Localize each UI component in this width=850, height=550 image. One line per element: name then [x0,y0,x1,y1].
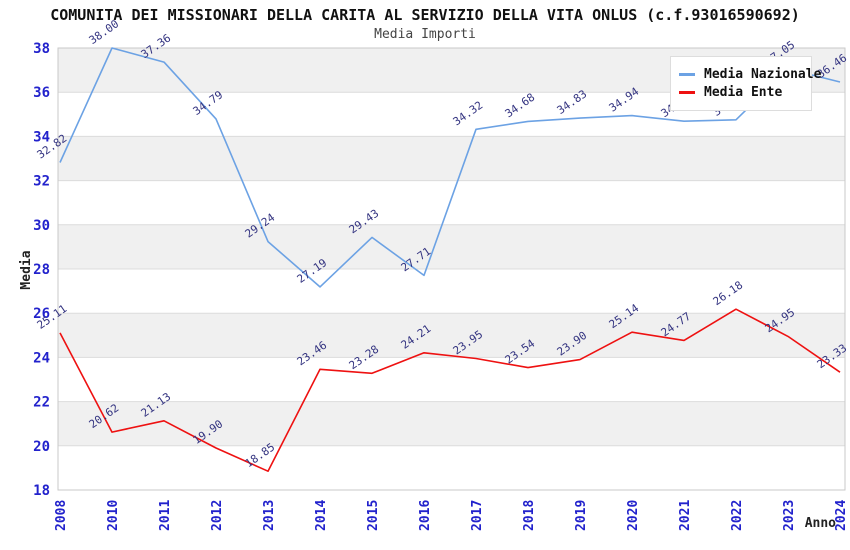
series-line-media-ente [59,308,841,473]
grid-band [58,401,845,446]
x-tick-label: 2020 [626,500,641,531]
x-axis-title: Anno [805,516,836,531]
y-tick-label: 28 [33,262,50,278]
plot-frame [57,47,846,491]
x-tick-label: 2014 [314,500,329,531]
y-tick-label: 36 [33,85,50,101]
legend-swatch-red-icon [679,91,695,94]
x-tick-label: 2015 [366,500,381,531]
data-label: 38.00 [87,17,122,47]
legend-swatch-blue-icon [679,73,695,76]
y-tick-label: 34 [33,129,50,145]
x-tick-label: 2012 [210,500,225,531]
y-tick-label: 18 [33,483,50,499]
legend-label: Media Nazionale [704,67,822,82]
series-line-media-nazionale [59,47,841,288]
y-tick-label: 30 [33,218,50,234]
x-tick-label: 2019 [574,500,589,531]
data-label: 34.32 [451,99,486,129]
y-tick-label: 32 [33,174,50,190]
x-tick-label: 2021 [678,500,693,531]
data-label: 34.68 [503,91,538,121]
legend-item-media-nazionale: Media Nazionale [679,67,821,82]
x-tick-label: 2016 [418,500,433,531]
chart-subtitle: Media Importi [374,27,476,42]
x-tick-label: 2017 [470,500,485,531]
x-tick-label: 2010 [106,500,121,531]
x-tick-label: 2013 [262,500,277,531]
y-axis-title: Media [19,250,34,289]
grid-band [58,313,845,358]
y-tick-label: 24 [33,350,50,366]
y-tick-label: 26 [33,306,50,322]
data-label: 26.18 [711,279,746,309]
x-tick-label: 2011 [158,500,173,531]
legend-label: Media Ente [704,85,783,100]
x-tick-label: 2023 [782,500,797,531]
chart-title: COMUNITA DEI MISSIONARI DELLA CARITA AL … [50,6,800,24]
legend: Media Nazionale Media Ente [670,56,821,111]
y-tick-label: 22 [33,395,50,411]
x-tick-label: 2022 [730,500,745,531]
legend-item-media-ente: Media Ente [679,85,803,100]
x-tick-label: 2024 [834,500,849,531]
grid-band [58,136,845,181]
x-tick-label: 2018 [522,500,537,531]
grid-band [58,224,845,269]
y-tick-label: 20 [33,439,50,455]
x-tick-label: 2008 [54,500,69,531]
y-tick-label: 38 [33,41,50,57]
